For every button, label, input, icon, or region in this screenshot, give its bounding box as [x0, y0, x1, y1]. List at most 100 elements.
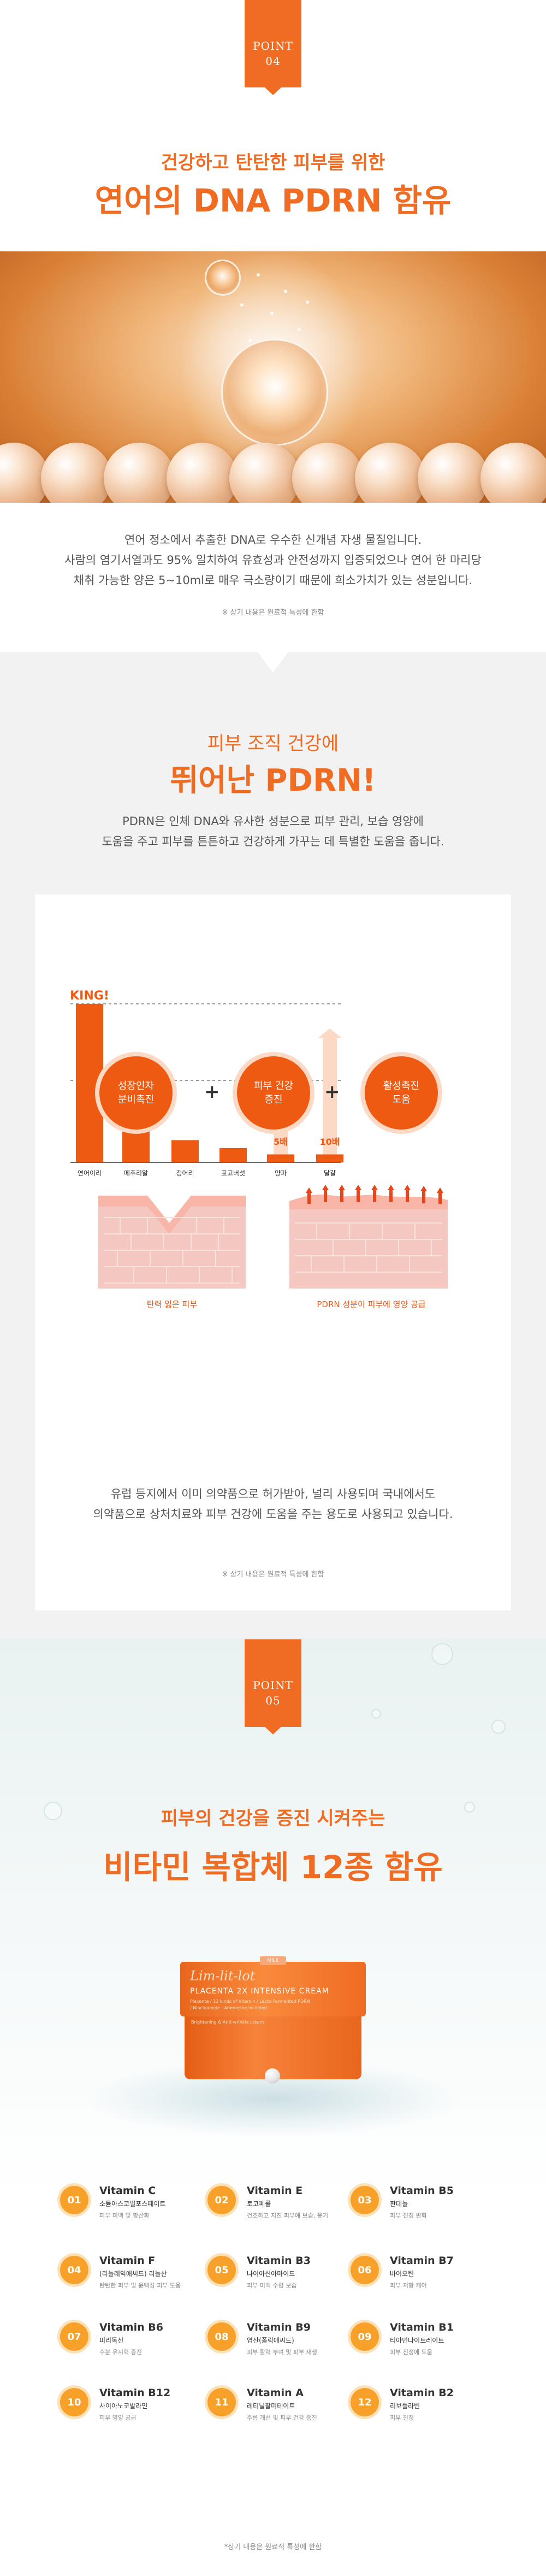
vitamin-korean-name: 사이아노코발라민: [99, 2402, 148, 2410]
vitamin-number-badge: 04: [60, 2256, 88, 2284]
vitamin-description: 피부 미백 수렴 보습: [247, 2282, 297, 2289]
onion-multiplier-label: 5배: [274, 1137, 288, 1147]
vitamin-number-badge: 09: [351, 2322, 379, 2351]
vitamin-korean-name: 판테놀: [390, 2200, 408, 2208]
vitamin-korean-name: (리놀레익애씨드) 리놀산: [99, 2270, 167, 2278]
vitamin-name: Vitamin E: [247, 2185, 303, 2197]
body-line: 유럽 등지에서 이미 의약품으로 허가받아, 널리 사용되며 국내에서도: [110, 1487, 436, 1501]
skin-illustrations: [98, 1185, 448, 1289]
body-line: PDRN은 인체 DNA와 유사한 성분으로 피부 관리, 보습 영양에: [122, 815, 424, 828]
chart-category-label: 정어리: [176, 1169, 194, 1177]
vitamin-name: Vitamin F: [99, 2255, 156, 2267]
vitamin-name: Vitamin B6: [99, 2321, 163, 2333]
vitamin-description: 주름 개선 및 피부 건강 증진: [247, 2414, 317, 2421]
section1-subtitle: 건강하고 탄탄한 피부를 위한: [161, 152, 385, 174]
jar-brand: Lim-lit-lot: [190, 1968, 256, 1984]
vitamin-description: 수분 유지력 증진: [99, 2349, 142, 2356]
jar-desc-1: Placenta / 12 kinds of Vitamin / Lacto F…: [190, 1999, 310, 2004]
vitamin-name: Vitamin B12: [99, 2387, 171, 2399]
body-line: 연어 정소에서 추출한 DNA로 우수한 신개념 자생 물질입니다.: [124, 533, 422, 546]
chart-category-label: 메추리알: [124, 1169, 148, 1177]
vitamin-name: Vitamin B7: [390, 2255, 454, 2267]
section1-body: 연어 정소에서 추출한 DNA로 우수한 신개념 자생 물질입니다. 사람의 염…: [0, 530, 546, 591]
vitamin-description: 피부 저항 케어: [390, 2282, 427, 2289]
vitamin-number-badge: 12: [351, 2388, 379, 2416]
chart-category-label: 달걀: [324, 1169, 336, 1177]
point-word: POINT: [253, 39, 293, 52]
cream-jar-lid: Lim-lit-lot PLACENTA 2X INTENSIVE CREAM …: [180, 1962, 366, 2016]
vitamin-name: Vitamin B2: [390, 2387, 454, 2399]
section1-title: 연어의 DNA PDRN 함유: [94, 182, 452, 219]
vitamin-number-badge: 05: [207, 2256, 236, 2284]
vitamin-korean-name: 레티닐팔미테이트: [247, 2402, 295, 2410]
chart-bar: [316, 1154, 343, 1162]
vitamin-description: 피부 진정 완화: [390, 2212, 427, 2219]
section2-title: 뛰어난 PDRN!: [170, 763, 376, 798]
capsule-small: [205, 260, 241, 296]
vitamin-korean-name: 토코페롤: [247, 2200, 271, 2208]
point-number: 05: [265, 1694, 281, 1707]
vitamin-name: Vitamin B3: [247, 2255, 311, 2267]
king-annotation: KING!: [70, 989, 109, 1003]
multiplier-arrow: [318, 1028, 342, 1162]
activation-circle: 활성촉진 도움: [365, 1056, 438, 1130]
skin-health-circle: 피부 건강 증진: [237, 1056, 310, 1130]
point-04-badge: POINT 04: [245, 0, 301, 95]
chart-bar: [267, 1154, 294, 1162]
damaged-skin-image: [98, 1196, 246, 1289]
section1-note: ※ 상기 내용은 원료적 특성에 한함: [222, 609, 324, 617]
jar-desc-2: / Niacinamide · Adenosine included: [190, 2005, 267, 2010]
egg-multiplier-label: 10배: [320, 1137, 340, 1147]
body-line: 도움을 주고 피부를 튼튼하고 건강하게 가꾸는 데 특별한 도움을 줍니다.: [102, 835, 444, 848]
chart-bar: [76, 1004, 103, 1162]
body-line: 사람의 염기서열과도 95% 일치하여 유효성과 안전성까지 입증되었으나 연어…: [64, 554, 482, 567]
plus-icon: +: [204, 1081, 220, 1103]
vitamin-number-badge: 03: [351, 2186, 379, 2214]
section2-body2: 유럽 등지에서 이미 의약품으로 허가받아, 널리 사용되며 국내에서도 의약품…: [0, 1484, 546, 1525]
healthy-skin-image: [289, 1185, 448, 1289]
vitamin-korean-name: 피리독신: [99, 2337, 124, 2344]
chart-category-label: 연어이리: [78, 1169, 102, 1177]
vitamin-name: Vitamin B5: [390, 2185, 454, 2197]
vitamin-number-badge: 10: [60, 2388, 88, 2416]
chart-category-label: 표고버섯: [221, 1169, 245, 1177]
vitamin-description: 피부 진정에 도움: [390, 2349, 432, 2356]
pdrn-section: 피부 조직 건강에 뛰어난 PDRN! PDRN은 인체 DNA와 유사한 성분…: [0, 652, 546, 1638]
vitamin-korean-name: 티아민나이트레이트: [390, 2337, 444, 2344]
section2-body: PDRN은 인체 DNA와 유사한 성분으로 피부 관리, 보습 영양에 도움을…: [0, 811, 546, 852]
vitamin-description: 피부 영양 공급: [99, 2414, 136, 2421]
vitamin-description: 피부 미백 및 항산화: [99, 2212, 150, 2219]
vitamin-name: Vitamin B9: [247, 2321, 311, 2333]
vitamin-korean-name: 엽산(폴릭애씨드): [247, 2337, 294, 2344]
point-number: 04: [265, 55, 281, 68]
jar-badge: MILK: [260, 1956, 286, 1965]
point-05-badge: POINT 05: [245, 1639, 301, 1734]
pearl-drop: [265, 2068, 280, 2084]
vitamin-number-badge: 06: [351, 2256, 379, 2284]
vitamin-name: Vitamin A: [247, 2387, 304, 2399]
vitamin-number-badge: 07: [60, 2322, 88, 2351]
plus-icon: +: [324, 1081, 340, 1103]
body-line: 채취 가능한 양은 5~10ml로 매우 극소량이기 때문에 희소가치가 있는 …: [73, 574, 473, 587]
vitamin-name: Vitamin C: [99, 2185, 156, 2197]
dna-hero-image: [0, 251, 546, 503]
jar-product-name: PLACENTA 2X INTENSIVE CREAM: [190, 1987, 329, 1996]
section3-title: 비타민 복합체 12종 함유: [103, 1849, 443, 1886]
vitamin-description: 피부 활력 부여 및 피부 재생: [247, 2349, 317, 2356]
chart-category-label: 양파: [275, 1169, 287, 1177]
body-line: 의약품으로 상처치료와 피부 건강에 도움을 주는 용도로 사용되고 있습니다.: [93, 1508, 453, 1521]
section2-subtitle: 피부 조직 건강에: [207, 733, 339, 755]
vitamin-number-badge: 08: [207, 2322, 236, 2351]
vitamin-korean-name: 바이오틴: [390, 2270, 414, 2278]
jar-desc-3: Brightening & Anti-wrinkle cream: [191, 2020, 264, 2025]
vitamin-number-badge: 11: [207, 2388, 236, 2416]
vitamin-number-badge: 01: [60, 2186, 88, 2214]
section2-note: ※ 상기 내용은 원료적 특성에 한함: [222, 1571, 324, 1579]
vitamin-name: Vitamin B1: [390, 2321, 454, 2333]
pdrn-skin-label: PDRN 성분이 피부에 영양 공급: [317, 1299, 426, 1309]
vitamin-korean-name: 리보플라빈: [390, 2402, 420, 2410]
chart-bar: [219, 1148, 247, 1162]
capsule-large: [221, 339, 328, 446]
vitamin-description: 피부 진정: [390, 2414, 414, 2421]
section3-note: *상기 내용은 원료적 특성에 한함: [224, 2543, 322, 2551]
